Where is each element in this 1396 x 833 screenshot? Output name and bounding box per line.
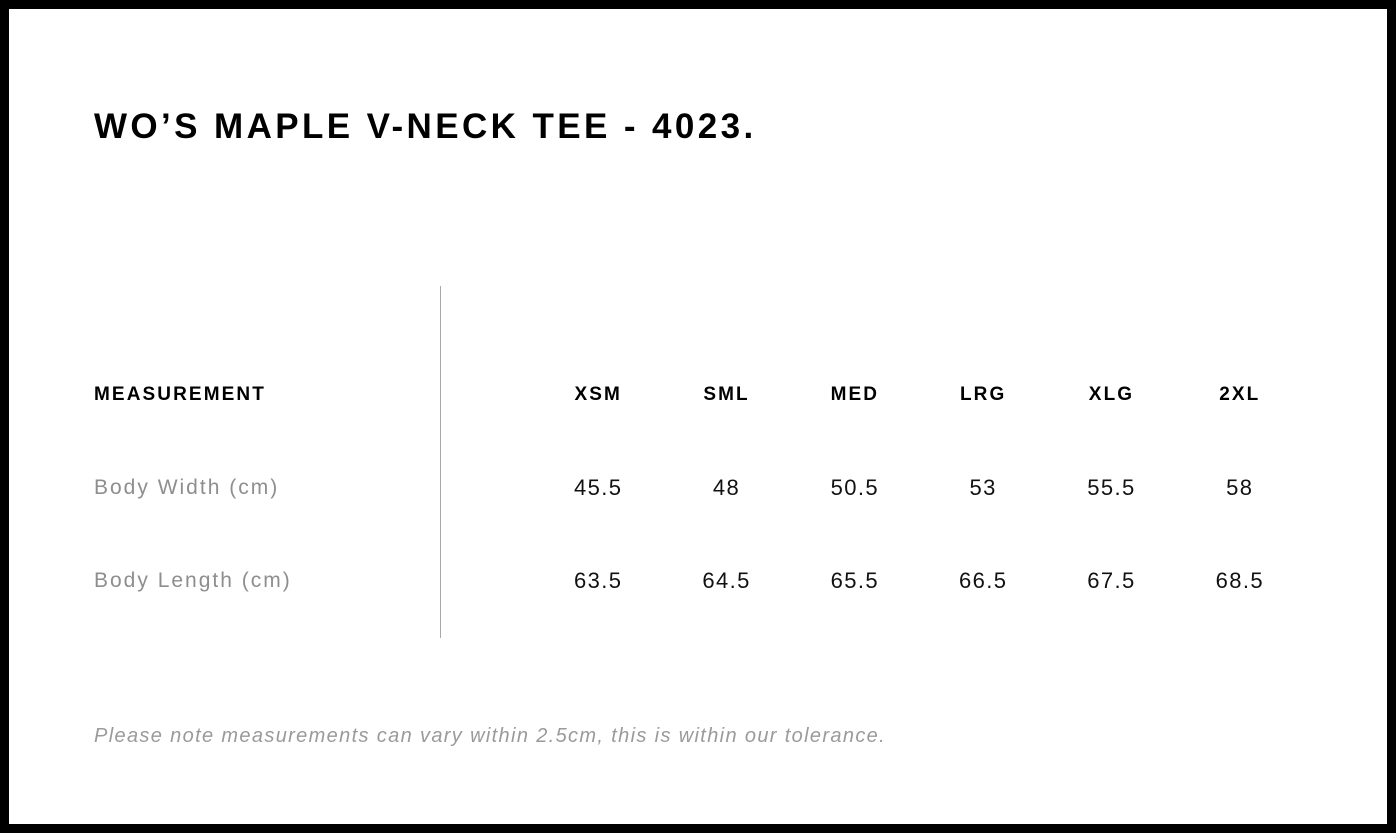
cell-body-length-lrg: 66.5	[958, 567, 1008, 593]
cell-body-width-med: 50.5	[830, 474, 880, 500]
cell-body-length-xsm: 63.5	[574, 567, 623, 593]
table-header-row: MEASUREMENT XSM SML MED LRG XLG 2XL	[94, 349, 1304, 441]
column-header-med: MED	[830, 384, 880, 405]
cell-body-width-sml: 48	[712, 474, 741, 500]
table-row: Body Length (cm) 63.5 64.5 65.5 66.5 67.…	[94, 534, 1304, 627]
cell-body-width-xsm: 45.5	[574, 474, 623, 500]
column-header-measurement: MEASUREMENT	[94, 384, 266, 405]
column-header-2xl: 2XL	[1219, 384, 1261, 405]
tolerance-note: Please note measurements can vary within…	[94, 725, 887, 747]
cell-body-width-2xl: 58	[1226, 474, 1254, 500]
row-label-body-width: Body Width (cm)	[94, 475, 280, 499]
cell-body-length-med: 65.5	[830, 567, 880, 593]
page-title: WO’S MAPLE V-NECK TEE - 4023.	[94, 107, 757, 146]
size-chart-content: WO’S MAPLE V-NECK TEE - 4023. MEASUREMEN…	[9, 9, 1387, 824]
cell-body-length-sml: 64.5	[702, 567, 751, 593]
column-header-lrg: LRG	[959, 384, 1007, 405]
table-vertical-divider	[440, 286, 441, 638]
cell-body-width-xlg: 55.5	[1087, 474, 1136, 500]
row-label-body-length: Body Length (cm)	[94, 568, 292, 592]
cell-body-length-2xl: 68.5	[1215, 567, 1265, 593]
column-header-xsm: XSM	[574, 384, 622, 405]
column-header-xlg: XLG	[1088, 384, 1135, 405]
column-header-sml: SML	[703, 384, 750, 405]
cell-body-width-lrg: 53	[969, 474, 997, 500]
table-row: Body Width (cm) 45.5 48 50.5 53 55.5 58	[94, 441, 1304, 534]
cell-body-length-xlg: 67.5	[1087, 567, 1136, 593]
size-measurement-table: MEASUREMENT XSM SML MED LRG XLG 2XL Body…	[94, 349, 1304, 627]
